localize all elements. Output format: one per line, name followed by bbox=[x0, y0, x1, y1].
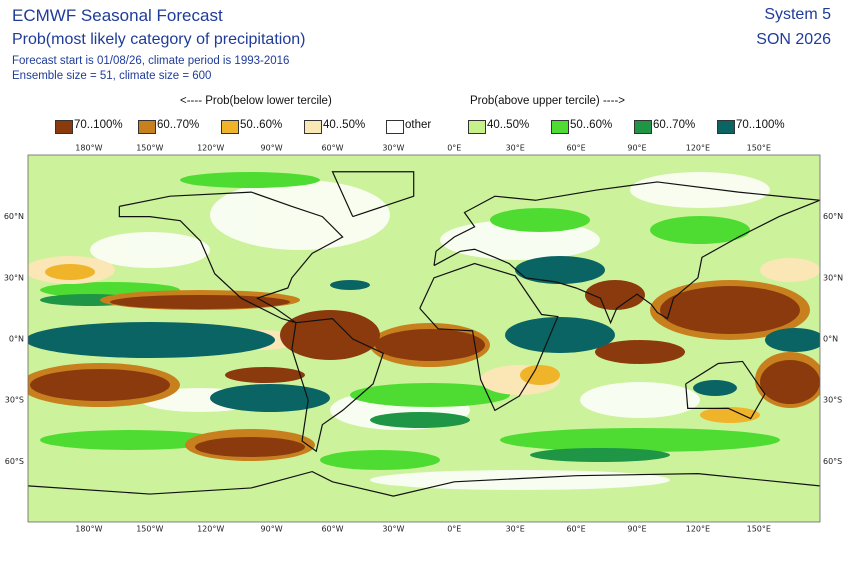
lat-label: 60°S bbox=[823, 457, 842, 466]
legend-swatch bbox=[55, 120, 73, 134]
legend-swatch bbox=[551, 120, 569, 134]
lon-label: 120°W bbox=[197, 525, 224, 534]
coastlines bbox=[28, 171, 820, 497]
legend-swatch bbox=[221, 120, 239, 134]
lat-label: 30°S bbox=[823, 396, 842, 405]
legend-label: 50..60% bbox=[570, 119, 613, 131]
lon-label: 60°W bbox=[321, 144, 343, 153]
lon-label: 30°W bbox=[382, 525, 404, 534]
lat-label: 60°N bbox=[4, 212, 24, 221]
legend-label: 40..50% bbox=[323, 119, 366, 131]
lon-label: 90°W bbox=[261, 525, 283, 534]
lon-label: 30°E bbox=[506, 525, 525, 534]
info: Ensemble size = 51, climate size = 600 bbox=[12, 70, 212, 82]
lon-label: 0°E bbox=[447, 525, 461, 534]
lon-label: 150°W bbox=[136, 144, 163, 153]
legend-caption: Prob(above upper tercile) ----> bbox=[470, 95, 625, 107]
map-field bbox=[28, 155, 820, 522]
legend-swatch bbox=[717, 120, 735, 134]
lon-label: 120°E bbox=[686, 144, 710, 153]
legend-swatch bbox=[386, 120, 404, 134]
info: Forecast start is 01/08/26, climate peri… bbox=[12, 55, 290, 67]
lon-label: 150°E bbox=[747, 144, 771, 153]
subtitle: Prob(most likely category of precipitati… bbox=[12, 31, 306, 48]
legend-caption: <---- Prob(below lower tercile) bbox=[180, 95, 332, 107]
lon-label: 150°E bbox=[747, 525, 771, 534]
lon-label: 60°W bbox=[321, 525, 343, 534]
lat-label: 60°S bbox=[5, 457, 24, 466]
coastline bbox=[331, 171, 415, 218]
lon-label: 60°E bbox=[566, 525, 585, 534]
legend-label: 40..50% bbox=[487, 119, 530, 131]
legend-label: other bbox=[405, 119, 432, 131]
lon-label: 0°E bbox=[447, 144, 461, 153]
lat-label: 0°N bbox=[823, 335, 838, 344]
lon-label: 150°W bbox=[136, 525, 163, 534]
legend-label: 50..60% bbox=[240, 119, 283, 131]
lat-label: 0°N bbox=[9, 335, 24, 344]
legend-label: 70..100% bbox=[736, 119, 785, 131]
lon-label: 90°E bbox=[627, 525, 646, 534]
coastline bbox=[685, 360, 766, 420]
coastline bbox=[118, 191, 344, 324]
title: ECMWF Seasonal Forecast bbox=[12, 6, 223, 25]
lon-label: 90°W bbox=[261, 144, 283, 153]
lat-label: 60°N bbox=[823, 212, 843, 221]
system: System 5 bbox=[764, 6, 831, 23]
lon-label: 30°E bbox=[506, 144, 525, 153]
lon-label: 30°W bbox=[382, 144, 404, 153]
lat-label: 30°N bbox=[4, 273, 24, 282]
lat-label: 30°S bbox=[5, 396, 24, 405]
legend-swatch bbox=[138, 120, 156, 134]
lon-label: 120°E bbox=[686, 525, 710, 534]
coastline bbox=[433, 181, 820, 325]
lon-label: 180°W bbox=[75, 144, 102, 153]
season: SON 2026 bbox=[756, 31, 831, 48]
lon-label: 90°E bbox=[627, 144, 646, 153]
legend-label: 60..70% bbox=[653, 119, 696, 131]
legend-label: 60..70% bbox=[157, 119, 200, 131]
lon-label: 60°E bbox=[566, 144, 585, 153]
coastline bbox=[28, 470, 820, 497]
legend-swatch bbox=[468, 120, 486, 134]
coastline bbox=[419, 262, 559, 412]
legend-label: 70..100% bbox=[74, 119, 123, 131]
map-frame bbox=[27, 154, 821, 523]
lat-label: 30°N bbox=[823, 273, 843, 282]
legend-swatch bbox=[634, 120, 652, 134]
lon-label: 120°W bbox=[197, 144, 224, 153]
lon-label: 180°W bbox=[75, 525, 102, 534]
coastline bbox=[291, 317, 384, 453]
legend-swatch bbox=[304, 120, 322, 134]
